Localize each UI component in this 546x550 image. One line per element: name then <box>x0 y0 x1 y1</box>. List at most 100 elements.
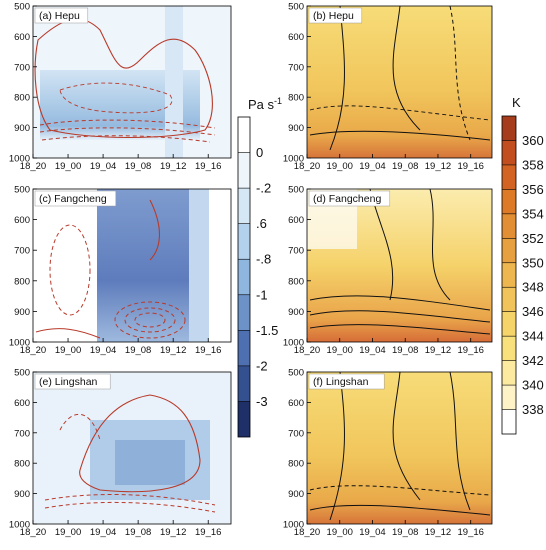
panel-a-contour <box>59 82 173 114</box>
colorbar-label: 0 <box>256 145 263 160</box>
colorbar-segment <box>502 336 516 361</box>
panel-c-contour <box>35 328 101 339</box>
x-tick-label: 19_12 <box>160 527 186 538</box>
x-tick-label: 19_00 <box>327 161 353 172</box>
colorbar-label: 340 <box>522 378 544 393</box>
units-left: Pa s-1 <box>248 96 282 112</box>
panel-a <box>32 5 232 159</box>
panel-a-contour <box>41 135 211 143</box>
x-tick-label: 18_20 <box>294 161 320 172</box>
y-tick-label: 1000 <box>9 338 30 349</box>
panel-b-contour <box>329 5 345 151</box>
colorbar-segment <box>502 360 516 386</box>
colorbar-segment <box>238 117 250 153</box>
panel-d-contour <box>309 324 491 335</box>
y-tick-label: 1000 <box>9 154 30 165</box>
y-tick-label: 700 <box>14 246 30 257</box>
panel-f-contour <box>392 371 421 501</box>
panel-c-field-core <box>97 189 189 342</box>
y-tick-label: 700 <box>14 428 30 439</box>
colorbar-label: 352 <box>522 231 544 246</box>
panel-label-box <box>308 373 385 390</box>
colorbar-segment <box>238 401 250 437</box>
y-tick-label: 600 <box>288 215 304 226</box>
panel-label: (a) Hepu <box>39 10 80 22</box>
colorbar-segment <box>502 213 516 239</box>
panel-e-contour <box>44 494 216 506</box>
x-tick-label: 19_16 <box>195 345 221 356</box>
panel-label-box <box>34 7 89 24</box>
x-tick-label: 19_12 <box>425 345 451 356</box>
panel-f-contour <box>309 504 491 516</box>
panel-labels-layer: (a) Hepu (b) Hepu (c) Fangcheng (d) Fangche… <box>34 7 391 390</box>
panel-c-contour <box>49 224 91 316</box>
colorbar-segment <box>502 164 516 190</box>
x-tick-label: 19_08 <box>392 527 418 538</box>
y-tick-label: 800 <box>14 93 30 104</box>
x-tick-label: 19_04 <box>359 161 385 172</box>
colorbar-segment <box>502 311 516 337</box>
x-tick-label: 19_00 <box>55 345 81 356</box>
panel-label: (d) Fangcheng <box>313 193 381 205</box>
colorbar-omega: 0 -.2 .6 -.8 -1 -1.5 -2 -3 <box>237 116 278 438</box>
panel-f-contour <box>309 485 491 496</box>
x-tick-label: 19_08 <box>125 527 151 538</box>
colorbar-label: -3 <box>256 394 268 409</box>
y-tick-label: 900 <box>14 123 30 134</box>
y-tick-label: 500 <box>288 185 304 196</box>
x-tick-label: 19_08 <box>125 161 151 172</box>
panel-a-contour <box>39 127 216 136</box>
colorbar-label: -1 <box>256 287 268 302</box>
panel-c-contour <box>149 199 161 261</box>
panel-a-column <box>165 6 183 158</box>
x-tick-label: 19_16 <box>458 345 484 356</box>
x-tick-label: 19_16 <box>195 161 221 172</box>
colorbar-label: -.8 <box>256 252 271 267</box>
x-tick-label: 18_20 <box>294 527 320 538</box>
y-tick-label: 800 <box>14 459 30 470</box>
y-tick-label: 900 <box>14 307 30 318</box>
panel-d <box>306 188 493 343</box>
panel-b-contour <box>449 5 471 141</box>
panel-e-field-inner <box>115 440 185 485</box>
y-tick-label: 600 <box>14 32 30 43</box>
panel-label: (c) Fangcheng <box>39 193 107 205</box>
x-tick-label: 18_20 <box>20 345 46 356</box>
x-tick-label: 19_08 <box>125 345 151 356</box>
panel-e-contour <box>44 501 216 513</box>
colorbar-label: -.2 <box>256 181 271 196</box>
y-tick-label: 800 <box>288 276 304 287</box>
y-tick-label: 700 <box>288 246 304 257</box>
panel-f <box>306 371 493 525</box>
colorbar-segment <box>502 385 516 410</box>
colorbar-segment <box>238 188 250 224</box>
colorbar-label: 358 <box>522 157 544 172</box>
x-tick-label: 19_08 <box>392 345 418 356</box>
x-tick-label: 19_04 <box>359 527 385 538</box>
x-tick-label: 19_00 <box>55 527 81 538</box>
y-tick-label: 500 <box>288 2 304 13</box>
panel-label: (f) Lingshan <box>313 376 369 388</box>
y-tick-label: 900 <box>288 489 304 500</box>
x-tick-label: 19_04 <box>359 345 385 356</box>
colorbar-segment <box>238 330 250 366</box>
panel-b-contour <box>392 5 421 131</box>
y-tick-label: 700 <box>14 62 30 73</box>
panel-b-contour <box>309 130 491 141</box>
panel-label-box <box>34 190 117 207</box>
colorbar-label: 360 <box>522 133 544 148</box>
colorbar-label: 354 <box>522 206 544 221</box>
panel-label-box <box>308 7 363 24</box>
colorbar-segment <box>502 262 516 288</box>
colorbar-label: 356 <box>522 182 544 197</box>
y-tick-label: 1000 <box>283 338 304 349</box>
x-tick-label: 19_04 <box>90 345 116 356</box>
x-tick-label: 19_00 <box>55 161 81 172</box>
y-tick-label: 900 <box>288 307 304 318</box>
panel-c-contour <box>134 312 166 328</box>
x-tick-label: 18_20 <box>20 161 46 172</box>
colorbar-label: 338 <box>522 402 544 417</box>
y-tick-label: 600 <box>288 398 304 409</box>
panel-d-contour <box>309 295 491 311</box>
